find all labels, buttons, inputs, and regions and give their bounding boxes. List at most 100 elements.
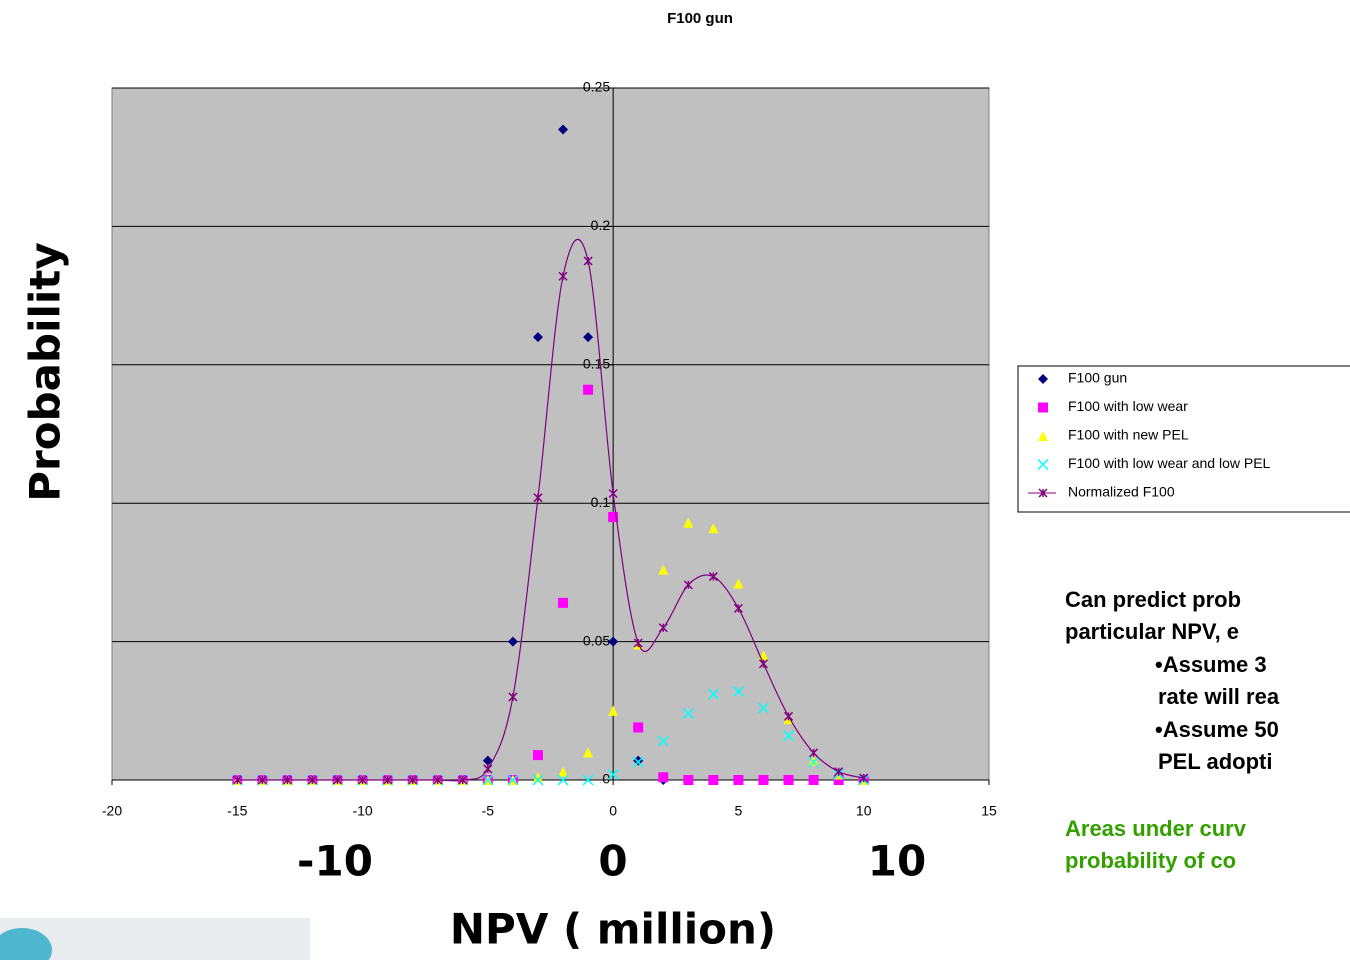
point — [808, 775, 819, 785]
y-tick-label: 0.1 — [591, 494, 611, 510]
point — [507, 774, 519, 786]
point — [757, 702, 770, 714]
point — [583, 332, 594, 343]
note: •Assume 3 — [1155, 652, 1267, 677]
point — [507, 636, 518, 647]
x-axis-title: NPV ( million) — [450, 905, 776, 954]
x-tick-label: 10 — [856, 803, 872, 819]
point — [257, 775, 267, 785]
point — [633, 755, 644, 766]
point — [809, 748, 819, 758]
note: PEL adopti — [1158, 749, 1273, 774]
point — [558, 597, 569, 608]
point — [532, 750, 543, 761]
x-tick-label: -5 — [482, 803, 495, 819]
decor-blob — [0, 928, 52, 960]
point — [482, 774, 494, 786]
point — [532, 774, 544, 786]
point — [657, 735, 669, 747]
big-x-label: 0 — [598, 837, 627, 886]
legend-label: F100 with low wear — [1068, 398, 1188, 414]
point — [733, 578, 744, 589]
legend-marker — [1038, 488, 1048, 498]
legend-label: F100 with low wear and low PEL — [1068, 455, 1271, 471]
legend-label: F100 gun — [1068, 370, 1127, 386]
legend-marker — [1038, 374, 1048, 384]
point — [607, 768, 619, 780]
series-line — [237, 238, 864, 782]
point — [708, 775, 719, 785]
point — [532, 772, 543, 783]
point — [783, 775, 794, 785]
highlight-note: probability of co — [1065, 848, 1236, 873]
point — [332, 775, 343, 785]
point — [683, 517, 694, 528]
note: particular NPV, e — [1065, 619, 1239, 644]
point — [433, 775, 443, 785]
point — [658, 772, 669, 783]
point — [658, 623, 668, 633]
point — [533, 493, 543, 503]
point — [632, 756, 644, 768]
x-tick-label: -10 — [352, 803, 372, 819]
x-tick-label: 5 — [735, 803, 743, 819]
plot-area — [111, 87, 990, 781]
y-tick-label: 0.2 — [591, 217, 611, 233]
note: •Assume 50 — [1155, 717, 1279, 742]
point — [732, 685, 744, 697]
note: rate will rea — [1158, 684, 1280, 709]
x-tick-label: 0 — [609, 803, 617, 819]
x-tick-label: 15 — [981, 803, 997, 819]
point — [583, 384, 594, 395]
y-tick-label: 0.05 — [583, 632, 610, 648]
point — [658, 564, 669, 575]
x-tick-label: -15 — [227, 803, 247, 819]
y-tick-label: 0.15 — [583, 356, 610, 372]
y-tick-label: 0.25 — [583, 79, 610, 95]
big-x-label: -10 — [297, 837, 373, 886]
point — [633, 722, 644, 733]
point — [583, 747, 594, 758]
legend-marker — [1037, 458, 1049, 471]
point — [482, 755, 493, 766]
point — [808, 755, 819, 766]
point — [558, 271, 568, 281]
legend-box — [1017, 365, 1350, 513]
x-tick-label: -20 — [102, 803, 122, 819]
point — [408, 775, 418, 785]
point — [608, 488, 618, 499]
point — [358, 775, 368, 785]
point — [483, 764, 493, 774]
point — [683, 775, 694, 785]
point — [383, 775, 393, 785]
point — [758, 659, 769, 669]
point — [834, 767, 844, 777]
point — [282, 775, 292, 785]
y-axis-title: Probability — [21, 242, 70, 501]
legend-marker — [1038, 402, 1048, 413]
highlight-note: Areas under curv — [1065, 816, 1247, 841]
point — [708, 572, 718, 582]
point — [633, 638, 643, 648]
point — [682, 708, 694, 720]
big-x-label: 10 — [868, 837, 926, 886]
point — [758, 775, 769, 785]
point — [683, 580, 693, 590]
chart: 0 0.05 0.1 0.15 0.2 0.25 -20 -15 -10 -5 0 5 10 15 F100… — [102, 79, 1350, 819]
legend-label: F100 with new PEL — [1068, 427, 1189, 443]
chart-title: F100 gun — [667, 10, 733, 27]
point — [558, 766, 569, 777]
point — [808, 756, 820, 768]
point — [458, 775, 468, 785]
legend-label: Normalized F100 — [1068, 484, 1175, 500]
point — [557, 774, 569, 786]
note: Can predict prob — [1065, 587, 1241, 612]
point — [733, 775, 744, 785]
point — [783, 730, 795, 742]
point — [608, 512, 619, 523]
point — [608, 705, 619, 716]
y-tick-label: 0 — [602, 771, 610, 787]
point — [508, 692, 518, 702]
